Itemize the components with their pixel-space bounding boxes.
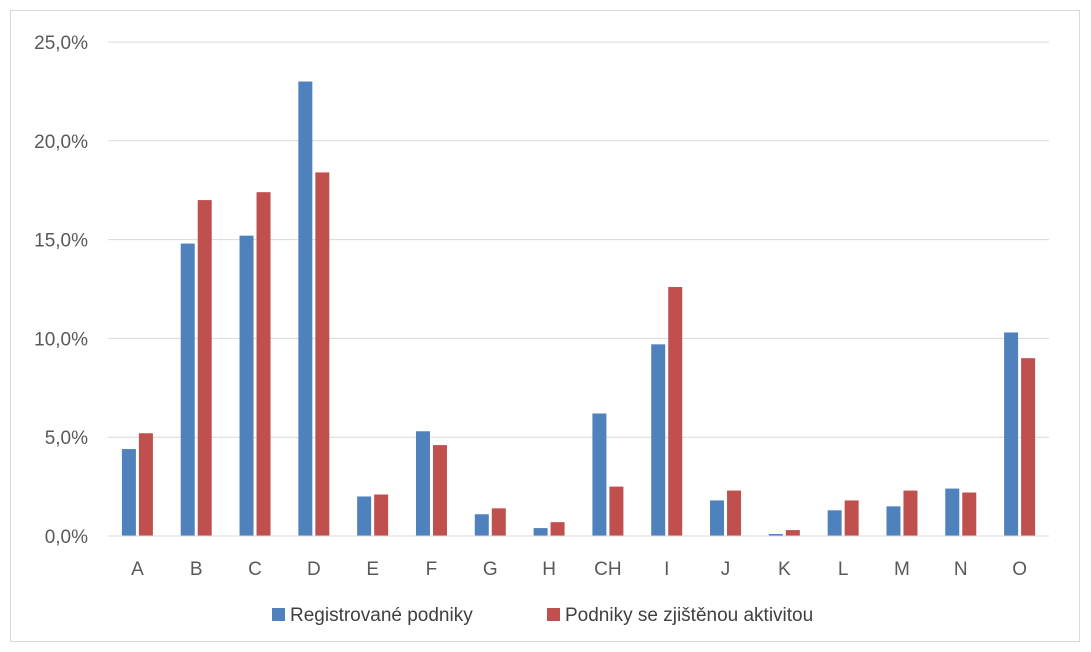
bar xyxy=(474,514,489,536)
bar xyxy=(727,490,742,536)
x-tick-label: D xyxy=(307,559,321,580)
bar xyxy=(298,81,313,537)
x-tick-label: F xyxy=(426,559,438,580)
bar xyxy=(962,492,977,536)
bar xyxy=(668,287,683,536)
y-tick-label: 10,0% xyxy=(34,329,88,350)
legend-swatch xyxy=(547,608,560,621)
x-tick-label: N xyxy=(954,559,968,580)
bar xyxy=(1021,358,1036,536)
legend: Registrované podniky Podniky se zjištěnou… xyxy=(272,605,813,626)
x-tick-label: J xyxy=(721,559,731,580)
bar xyxy=(415,431,430,536)
x-tick-label: B xyxy=(190,559,203,580)
bar xyxy=(886,506,901,536)
y-axis-ticks: 0,0% 5,0% 10,0% 15,0% 20,0% 25,0% xyxy=(34,33,88,548)
bar xyxy=(256,192,271,536)
bar xyxy=(533,528,548,536)
x-tick-label: M xyxy=(894,559,910,580)
x-axis-ticks: A B C D E F G H CH I J K L M N O xyxy=(131,559,1027,580)
y-tick-label: 5,0% xyxy=(45,428,88,449)
bar xyxy=(609,486,624,536)
x-tick-label: C xyxy=(248,559,262,580)
x-tick-label: L xyxy=(838,559,849,580)
bar xyxy=(197,200,212,536)
x-tick-label: H xyxy=(542,559,556,580)
x-tick-label: CH xyxy=(594,559,621,580)
bar xyxy=(827,510,842,536)
bar xyxy=(138,433,153,536)
bar xyxy=(239,235,254,536)
bar xyxy=(491,508,506,536)
bar xyxy=(768,534,783,536)
y-tick-label: 15,0% xyxy=(34,231,88,252)
legend-swatch xyxy=(272,608,285,621)
bar xyxy=(592,413,607,536)
bar xyxy=(357,496,372,536)
y-tick-label: 0,0% xyxy=(45,527,88,548)
bar xyxy=(550,522,565,536)
bar xyxy=(710,500,725,536)
legend-label: Podniky se zjištěnou aktivitou xyxy=(565,605,813,626)
bar xyxy=(651,344,666,536)
bar xyxy=(1004,332,1019,536)
bar xyxy=(903,490,918,536)
bar xyxy=(785,530,800,536)
x-tick-label: I xyxy=(664,559,669,580)
bar xyxy=(432,445,447,536)
x-tick-label: G xyxy=(483,559,498,580)
bar xyxy=(945,488,960,536)
bar xyxy=(844,500,859,536)
x-tick-label: O xyxy=(1012,559,1027,580)
bar xyxy=(121,449,136,536)
bar xyxy=(180,243,195,536)
legend-label: Registrované podniky xyxy=(290,605,473,626)
x-tick-label: E xyxy=(366,559,379,580)
bar xyxy=(374,494,389,536)
x-tick-label: K xyxy=(778,559,791,580)
bar xyxy=(315,172,330,536)
x-tick-label: A xyxy=(131,559,144,580)
y-tick-label: 25,0% xyxy=(34,33,88,54)
bars xyxy=(121,81,1036,537)
y-tick-label: 20,0% xyxy=(34,132,88,153)
